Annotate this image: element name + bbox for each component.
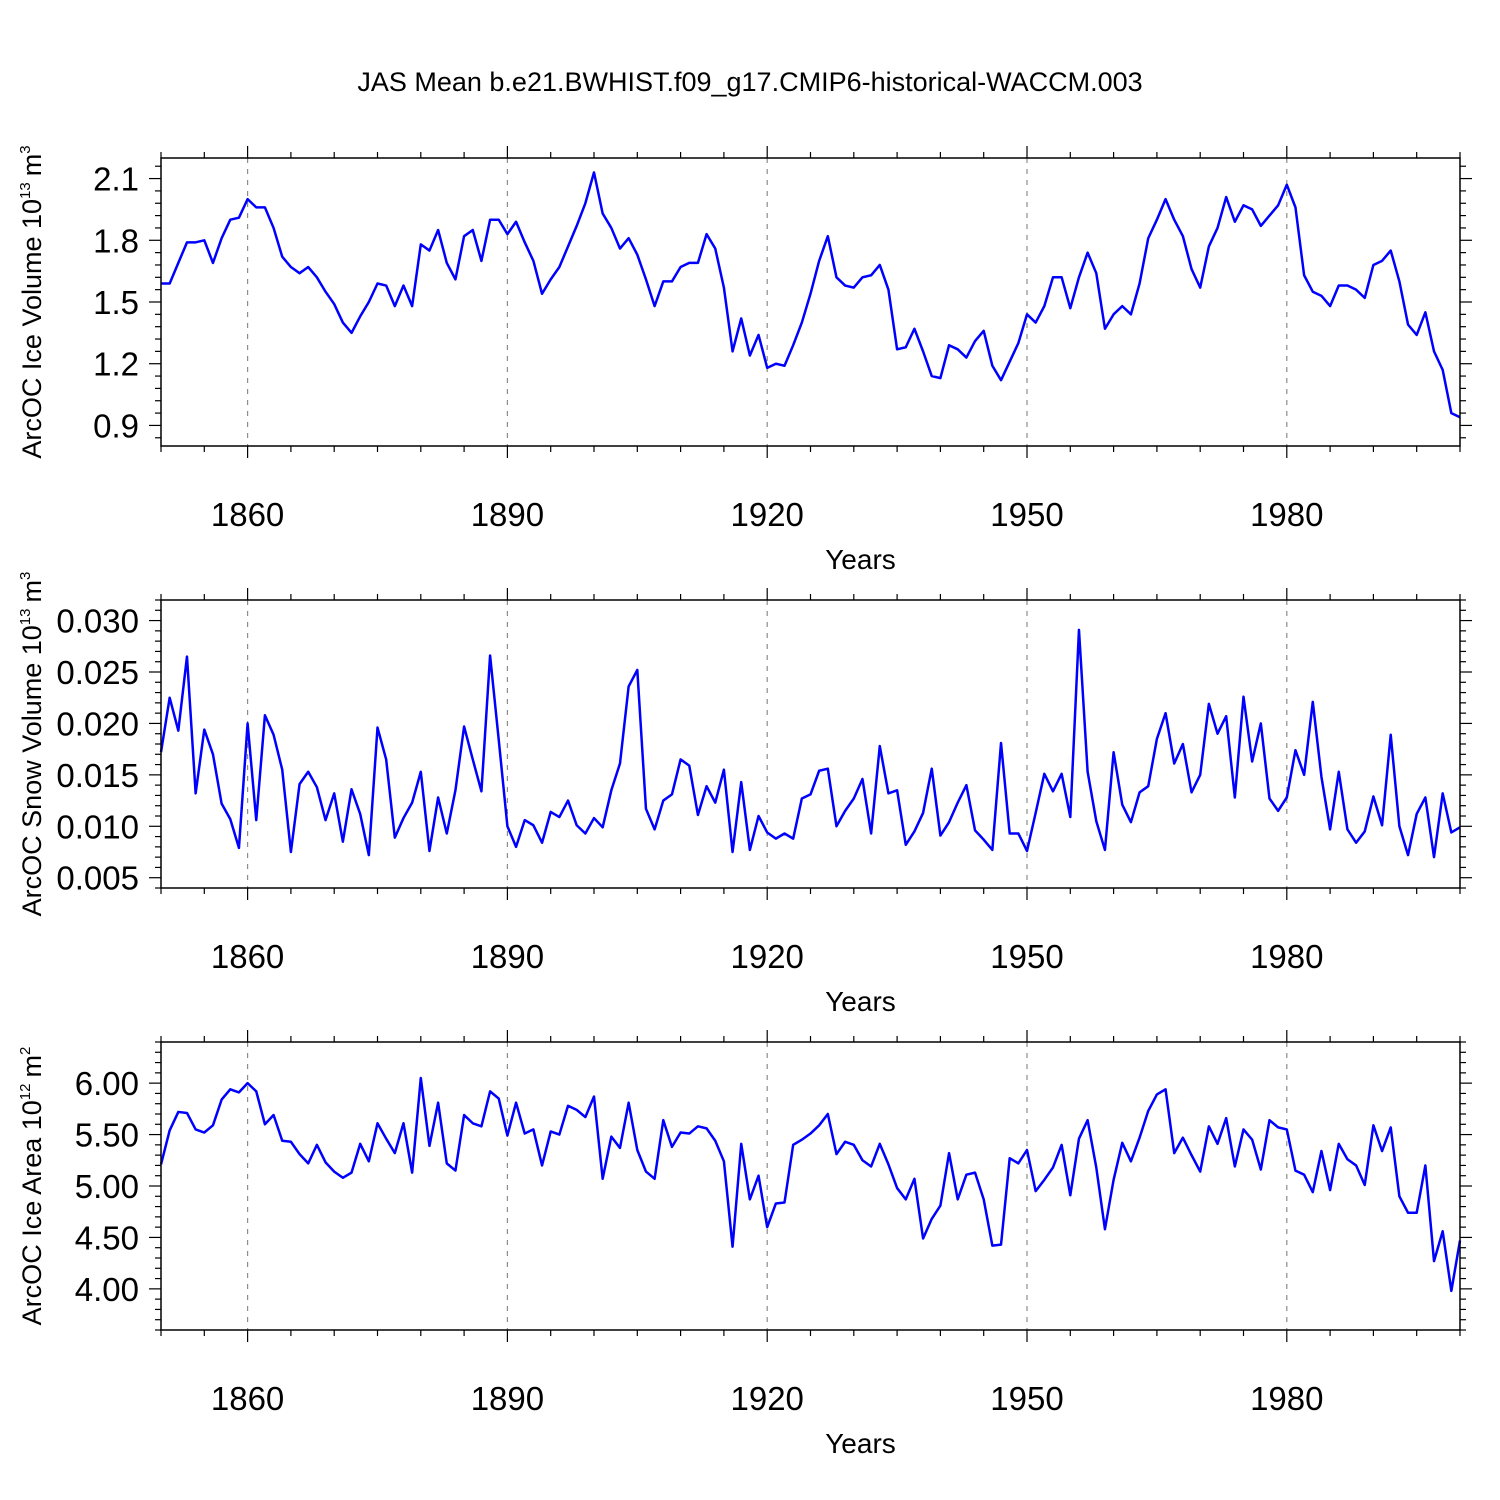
ice-area-ytick-label: 4.50 (75, 1219, 139, 1256)
snow-volume-ytick-label: 0.005 (56, 860, 139, 897)
snow-volume-panel: 1860 1890 1920 1950 1980 Years 0.005 0.010 0.015… (17, 572, 1472, 1017)
ice-volume-ytick-label: 0.9 (93, 407, 139, 444)
snow-volume-ytick-label: 0.015 (56, 757, 139, 794)
snow-volume-ytick-label: 0.020 (56, 705, 139, 742)
snow-volume-xtick-label: 1980 (1250, 938, 1323, 975)
snow-volume-series-line (159, 628, 1461, 859)
ice-area-ytick-label: 6.00 (75, 1065, 139, 1102)
ice-area-ylabel-exponent: 12 (17, 1084, 34, 1101)
snow-volume-ylabel-unit-exponent: 3 (17, 572, 34, 580)
ice-volume-ylabel-text: ArcOC Ice Volume 10 (17, 199, 47, 459)
snow-volume-xtick-label: 1860 (211, 938, 284, 975)
ice-area-xtick-label: 1890 (471, 1380, 544, 1417)
ice-volume-ytick-label: 2.1 (93, 161, 139, 198)
ice-volume-panel: 1860 1890 1920 1950 1980 Years 0.9 1.2 1.5 1.8 2.1… (17, 145, 1472, 575)
ice-area-xtick-label: 1980 (1250, 1380, 1323, 1417)
ice-volume-ylabel-unit: m (17, 154, 47, 177)
ice-volume-ylabel-exponent: 13 (17, 182, 34, 199)
snow-volume-xtick-label: 1920 (730, 938, 803, 975)
ice-area-ylabel: ArcOC Ice Area 1012 m2 (17, 1047, 47, 1326)
ice-volume-xtick-label: 1890 (471, 496, 544, 533)
ice-area-ylabel-unit-exponent: 2 (17, 1047, 34, 1055)
ice-area-ytick-label: 4.00 (75, 1271, 139, 1308)
ice-area-ytick-label: 5.50 (75, 1117, 139, 1154)
snow-volume-ytick-label: 0.030 (56, 603, 139, 640)
ice-area-series-line (159, 1076, 1462, 1293)
ice-volume-plot-frame (160, 157, 1461, 447)
ice-volume-ytick-label: 1.2 (93, 346, 139, 383)
ice-volume-xtick-label: 1920 (730, 496, 803, 533)
figure-title: JAS Mean b.e21.BWHIST.f09_g17.CMIP6-hist… (357, 67, 1142, 97)
ice-area-ylabel-text: ArcOC Ice Area 10 (17, 1100, 47, 1325)
ice-volume-ylabel: ArcOC Ice Volume 1013 m3 (17, 145, 47, 458)
ice-area-xtick-label: 1860 (211, 1380, 284, 1417)
ice-area-ytick-label: 5.00 (75, 1168, 139, 1205)
snow-volume-ytick-label: 0.025 (56, 654, 139, 691)
snow-volume-ylabel: ArcOC Snow Volume 1013 m3 (17, 572, 47, 917)
snow-volume-ylabel-unit: m (17, 580, 47, 603)
ice-volume-series-line (161, 171, 1461, 419)
ice-area-xtick-label: 1920 (730, 1380, 803, 1417)
ice-area-panel: 1860 1890 1920 1950 1980 Years 4.00 4.50 5.00 5.5… (17, 1030, 1472, 1459)
ice-volume-ytick-label: 1.5 (93, 284, 139, 321)
ice-area-xtick-label: 1950 (990, 1380, 1063, 1417)
snow-volume-ylabel-text: ArcOC Snow Volume 10 (17, 625, 47, 916)
snow-volume-ylabel-exponent: 13 (17, 609, 34, 626)
snow-volume-ytick-label: 0.010 (56, 808, 139, 845)
snow-volume-xtick-label: 1950 (990, 938, 1063, 975)
ice-volume-ytick-label: 1.8 (93, 222, 139, 259)
snow-volume-plot-frame (160, 599, 1461, 889)
ice-area-plot-frame (160, 1041, 1461, 1331)
ice-volume-xlabel: Years (825, 544, 896, 575)
ice-volume-xtick-label: 1980 (1250, 496, 1323, 533)
snow-volume-xtick-label: 1890 (471, 938, 544, 975)
snow-volume-xlabel: Years (825, 986, 896, 1017)
ice-volume-xtick-label: 1860 (211, 496, 284, 533)
ice-area-ylabel-unit: m (17, 1055, 47, 1078)
ice-volume-ylabel-unit-exponent: 3 (17, 145, 34, 153)
ice-volume-xtick-label: 1950 (990, 496, 1063, 533)
ice-area-xlabel: Years (825, 1428, 896, 1459)
